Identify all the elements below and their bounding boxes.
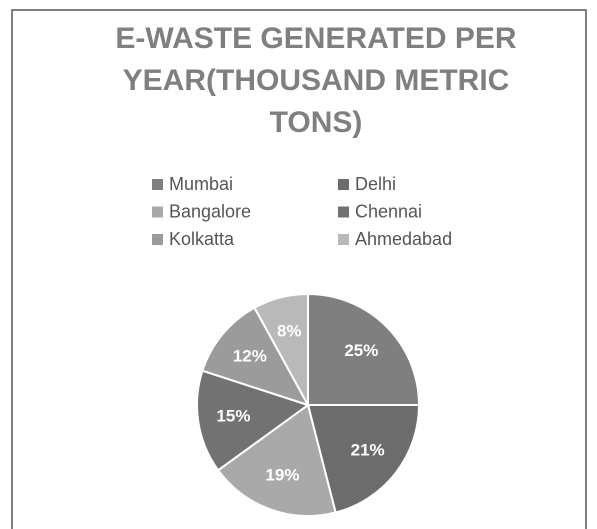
pie-slice (253, 292, 309, 406)
data-label: 19% (265, 466, 299, 485)
legend-swatch (338, 234, 349, 245)
pie-slice (201, 306, 311, 407)
legend-swatch (338, 206, 349, 218)
pie-slice (196, 369, 311, 472)
data-label: 12% (233, 346, 267, 365)
chart-title-line: YEAR(THOUSAND METRIC (123, 64, 510, 97)
chart-title-line: E-WASTE GENERATED PER (115, 22, 516, 55)
pie: 25% 21% 19% 15% 12% 8% (196, 292, 421, 517)
legend-swatch (338, 179, 349, 190)
data-label: 21% (351, 441, 385, 460)
legend-label: Kolkatta (169, 229, 235, 249)
data-label: 8% (277, 321, 302, 340)
legend-swatch (152, 179, 163, 190)
pie-slice (306, 404, 421, 514)
pie-slice (307, 292, 421, 406)
chart-title-line: TONS) (270, 106, 363, 139)
data-label: 15% (216, 406, 250, 425)
legend-swatch (152, 206, 163, 218)
pie-slice (216, 403, 337, 517)
chart-title: E-WASTE GENERATED PER YEAR(THOUSAND METRI… (115, 22, 516, 139)
legend-label: Chennai (355, 201, 422, 221)
legend-label: Mumbai (169, 174, 233, 194)
legend-swatch (152, 234, 163, 245)
legend: Mumbai Delhi Bangalore Chennai Kolkatta Ahmed… (152, 174, 452, 249)
data-label: 25% (344, 341, 378, 360)
legend-label: Delhi (355, 174, 396, 194)
legend-label: Bangalore (169, 201, 251, 221)
legend-label: Ahmedabad (355, 229, 452, 249)
